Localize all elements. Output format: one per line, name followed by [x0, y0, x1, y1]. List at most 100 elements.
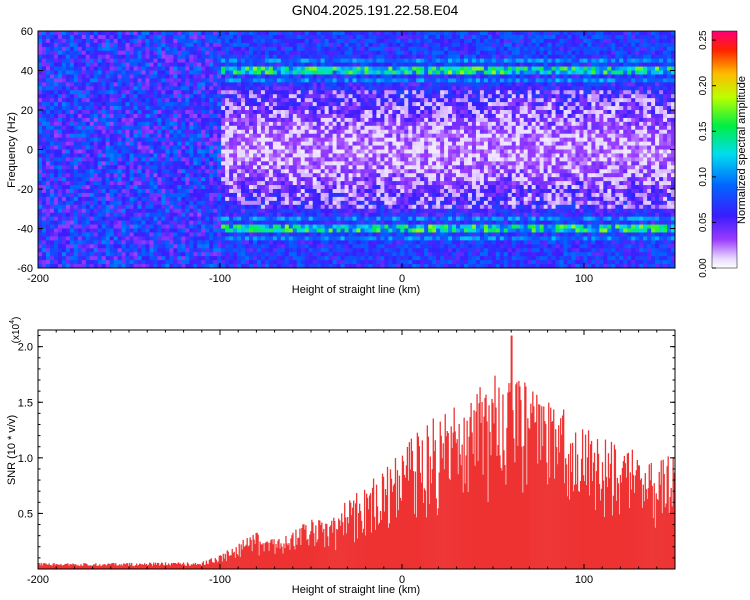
- spectrogram-cell: [133, 38, 138, 44]
- spectrogram-cell: [205, 260, 210, 265]
- spectrogram-cell: [149, 232, 154, 237]
- spectrogram-cell: [181, 252, 186, 257]
- spectrogram-cell: [272, 110, 278, 115]
- spectrogram-cell: [213, 212, 218, 218]
- spectrogram-cell: [364, 121, 369, 127]
- spectrogram-cell: [320, 98, 326, 103]
- spectrogram-cell: [209, 145, 214, 150]
- spectrogram-cell: [213, 38, 218, 44]
- spectrogram-cell: [324, 232, 330, 237]
- spectrogram-cell: [49, 216, 55, 221]
- spectrogram-cell: [129, 224, 134, 229]
- spectrogram-cell: [249, 244, 254, 249]
- spectrogram-cell: [260, 90, 266, 95]
- spectrogram-cell: [201, 66, 206, 71]
- spectrogram-cell: [125, 129, 130, 135]
- spectrogram-cell: [89, 236, 95, 241]
- spectrogram-cell: [268, 78, 274, 83]
- spectrogram-cell: [364, 208, 369, 214]
- spectrogram-cell: [105, 141, 111, 146]
- spectrogram-cell: [288, 216, 294, 221]
- spectrogram-cell: [85, 145, 91, 150]
- spectrogram-cell: [189, 216, 194, 221]
- spectrogram-cell: [336, 94, 341, 99]
- spectrogram-cell: [205, 252, 210, 257]
- spectrogram-cell: [129, 31, 134, 36]
- spectrogram-cell: [308, 173, 314, 178]
- spectrogram-cell: [213, 34, 218, 40]
- spectrogram-cell: [217, 256, 222, 261]
- spectrogram-cell: [165, 196, 170, 202]
- spectrogram-cell: [229, 181, 234, 186]
- spectrogram-cell: [185, 204, 190, 210]
- spectrogram-cell: [201, 177, 206, 182]
- spectrogram-cell: [169, 86, 174, 91]
- spectrogram-cell: [49, 34, 55, 40]
- spectrogram-cell: [360, 260, 365, 265]
- spectrogram-cell: [221, 204, 226, 210]
- spectrogram-cell: [280, 133, 286, 139]
- spectrogram-cell: [97, 58, 103, 63]
- spectrogram-cell: [332, 62, 337, 67]
- spectrogram-cell: [217, 200, 222, 206]
- spectrogram-cell: [344, 98, 349, 103]
- spectrogram-cell: [81, 248, 87, 253]
- spectrogram-cell: [165, 38, 170, 44]
- spectrogram-cell: [280, 177, 286, 182]
- spectrogram-cell: [284, 232, 290, 237]
- spectrogram-cell: [308, 244, 314, 249]
- spectrogram-cell: [249, 110, 254, 115]
- spectrogram-cell: [53, 98, 59, 103]
- spectrogram-cell: [217, 106, 222, 111]
- spectrogram-cell: [41, 200, 47, 206]
- spectrogram-cell: [197, 256, 202, 261]
- spectrogram-cell: [177, 196, 182, 202]
- spectrogram-cell: [169, 224, 174, 229]
- spectrogram-cell: [189, 58, 194, 63]
- spectrogram-cell: [249, 121, 254, 127]
- spectrogram-cell: [121, 94, 126, 99]
- spectrogram-cell: [38, 113, 43, 119]
- spectrogram-cell: [252, 204, 258, 210]
- spectrogram-cell: [340, 232, 345, 237]
- spectrogram-cell: [312, 232, 318, 237]
- spectrogram-cell: [105, 46, 111, 52]
- spectrogram-cell: [185, 145, 190, 150]
- spectrogram-cell: [189, 208, 194, 214]
- spectrogram-cell: [336, 62, 341, 67]
- spectrogram-cell: [133, 200, 138, 206]
- spectrogram-cell: [344, 244, 349, 249]
- spectrogram-cell: [201, 113, 206, 119]
- spectrogram-cell: [73, 161, 79, 166]
- spectrogram-cell: [65, 110, 71, 115]
- spectrogram-cell: [153, 204, 158, 210]
- spectrogram-cell: [165, 169, 170, 174]
- spectrogram-cell: [225, 208, 230, 214]
- spectrogram-cell: [268, 157, 274, 162]
- spectrogram-cell: [364, 54, 369, 60]
- spectrogram-cell: [360, 185, 365, 190]
- spectrogram-cell: [45, 141, 51, 146]
- spectrogram-cell: [49, 58, 55, 63]
- spectrogram-cell: [121, 224, 126, 229]
- spectrogram-cell: [69, 208, 75, 214]
- spectrogram-cell: [69, 244, 75, 249]
- spectrogram-cell: [229, 260, 234, 265]
- spectrogram-cell: [209, 70, 214, 75]
- spectrogram-cell: [129, 157, 134, 162]
- spectrogram-cell: [324, 169, 330, 174]
- spectrogram-cell: [336, 157, 341, 162]
- spectrogram-cell: [165, 153, 170, 158]
- spectrogram-cell: [41, 212, 47, 218]
- spectrogram-cell: [137, 252, 142, 257]
- spectrogram-cell: [69, 141, 75, 146]
- spectrogram-cell: [97, 46, 103, 52]
- spectrogram-cell: [38, 34, 43, 40]
- spectrogram-cell: [149, 129, 154, 135]
- spectrogram-cell: [153, 98, 158, 103]
- spectrogram-cell: [340, 149, 345, 154]
- spectrogram-cell: [280, 86, 286, 91]
- spectrogram-cell: [252, 260, 258, 265]
- spectrogram-cell: [157, 185, 162, 190]
- spectrogram-cell: [185, 181, 190, 186]
